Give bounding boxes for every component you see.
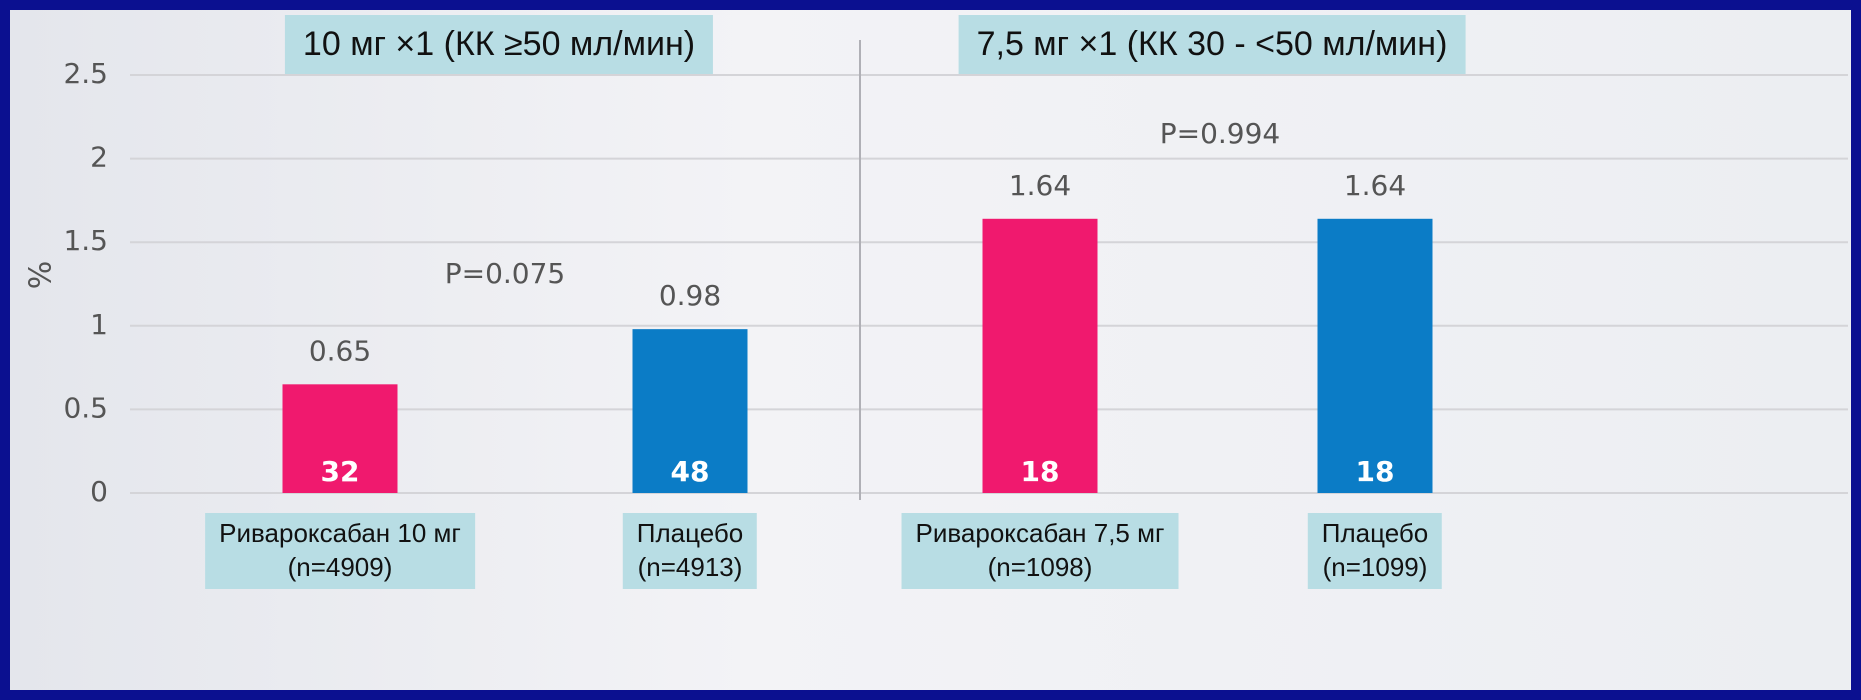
y-tick-label: 0.5	[63, 391, 108, 424]
bar-count: 18	[1356, 455, 1395, 488]
bar-count: 48	[671, 455, 710, 488]
value-label: 1.64	[1344, 169, 1406, 202]
bar	[632, 329, 748, 493]
panel-title: 10 мг ×1 (КК ≥50 мл/мин)	[284, 15, 714, 74]
p-value: P=0.075	[445, 257, 566, 290]
y-tick-label: 1.5	[63, 224, 108, 257]
y-tick-label: 0	[90, 475, 108, 508]
x-tick-label: Ривароксабан 10 мг (n=4909)	[205, 513, 475, 589]
bar-count: 18	[1021, 455, 1060, 488]
y-tick-label: 2	[90, 141, 108, 174]
y-tick-label: 1	[90, 308, 108, 341]
x-tick-label: Плацебо (n=4913)	[622, 513, 758, 589]
y-tick-label: 2.5	[63, 57, 108, 90]
bar	[282, 384, 398, 493]
value-label: 1.64	[1009, 169, 1071, 202]
y-axis-label: %	[24, 261, 59, 290]
bar	[1317, 218, 1433, 494]
slide: 0 0.5 1 1.5 2 2.5% 0.65 32 0.98 48 1.64 18 1.64 18 P=0…	[10, 10, 1851, 690]
x-tick-label: Ривароксабан 7,5 мг (n=1098)	[901, 513, 1179, 589]
bar-count: 32	[321, 455, 360, 488]
panel-title: 7,5 мг ×1 (КК 30 - <50 мл/мин)	[958, 15, 1466, 74]
value-label: 0.65	[309, 334, 371, 367]
bar	[982, 218, 1098, 494]
value-label: 0.98	[659, 279, 721, 312]
p-value: P=0.994	[1160, 117, 1281, 150]
x-tick-label: Плацебо (n=1099)	[1307, 513, 1443, 589]
chart: 0 0.5 1 1.5 2 2.5% 0.65 32 0.98 48 1.64 18 1.64 18 P=0…	[24, 40, 1848, 508]
